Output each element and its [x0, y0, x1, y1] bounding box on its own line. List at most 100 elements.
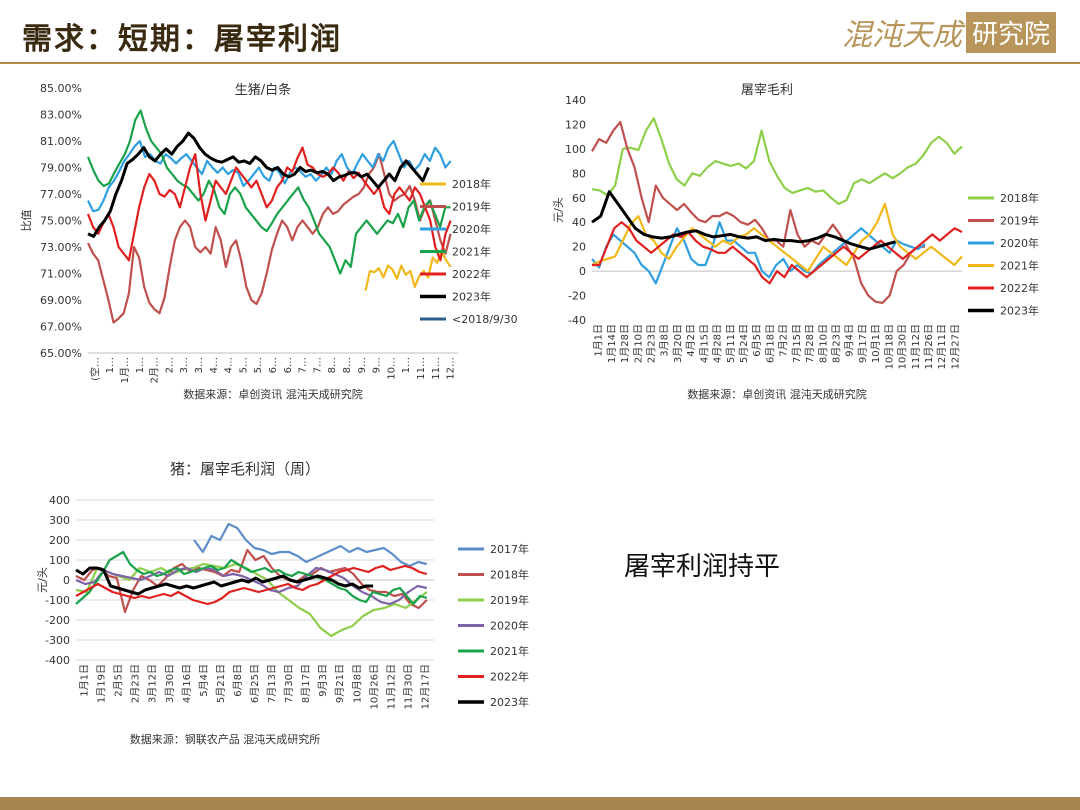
y-axis-label: 元/头 [36, 567, 49, 593]
x-tick-label: 3… [179, 357, 190, 373]
x-tick-label: 7月28日 [804, 324, 816, 363]
x-tick-label: 6月8日 [232, 664, 244, 697]
y-tick-label: 80 [572, 167, 586, 180]
x-tick-label: 8月23日 [830, 324, 842, 363]
x-tick-label: 11… [416, 357, 427, 380]
x-tick-label: 3月8日 [659, 324, 671, 357]
y-tick-label: 100 [49, 554, 70, 567]
legend-label: 2020年 [1000, 236, 1039, 250]
x-tick-label: 5月24日 [738, 324, 750, 363]
legend-label: 2023年 [452, 290, 491, 304]
x-tick-label: 7月15日 [791, 324, 803, 363]
x-tick-label: 5… [238, 357, 249, 373]
x-tick-label: 9月4日 [844, 324, 856, 357]
x-tick-label: 1… [135, 357, 146, 373]
legend-label: 2021年 [452, 245, 491, 259]
source-note: 数据来源：钢联农产品 混沌天成研究所 [130, 732, 321, 746]
x-tick-label: 2月23日 [645, 324, 657, 363]
legend-label: 2022年 [452, 267, 491, 281]
x-tick-label: 12月27日 [949, 324, 961, 369]
y-tick-label: 65.00% [40, 347, 82, 360]
y-tick-label: 40 [572, 216, 586, 229]
x-tick-label: 2月23日 [130, 664, 142, 703]
x-tick-label: 6… [268, 357, 279, 373]
header-rule [0, 62, 1080, 64]
legend-label: <2018/9/30 [452, 313, 518, 326]
x-tick-label: 1月19日 [96, 664, 108, 703]
x-tick-label: 12月17日 [419, 664, 431, 709]
logo-box: 研究院 [965, 11, 1056, 53]
x-tick-label: 2月5日 [113, 664, 125, 697]
y-tick-label: -100 [45, 594, 70, 607]
series-line-2022 [86, 146, 452, 262]
chart-title: 猪：屠宰毛利润（周） [170, 460, 320, 478]
x-tick-label: 1… [105, 357, 116, 373]
series-line-2020 [75, 566, 428, 606]
x-tick-label: 11… [431, 357, 442, 380]
y-tick-label: 73.00% [40, 241, 82, 254]
x-tick-label: 12月11日 [936, 324, 948, 369]
chart-pig-carcass-ratio: 生猪/白条 65.00% 67.00% 69.00% 71.00% 73.00% 75.00… [20, 82, 518, 401]
x-tick-label: 5月4日 [198, 664, 210, 697]
x-tick-label: 1月28日 [619, 324, 631, 363]
page-title: 需求：短期：屠宰利润 [22, 22, 342, 57]
legend-label: 2018年 [1000, 191, 1039, 205]
series-line-2018 [364, 249, 452, 291]
x-tick-label: 7… [298, 357, 309, 373]
annotation-text: 屠宰利润持平 [624, 552, 781, 582]
y-tick-label: 0 [579, 265, 586, 278]
logo-text: 混沌天成 [841, 18, 962, 53]
x-tick-label: 3月12日 [147, 664, 159, 703]
source-note: 数据来源：卓创资讯 混沌天成研究院 [687, 387, 867, 401]
x-tick-label: 8… [342, 357, 353, 373]
series-line-2023 [591, 190, 896, 251]
series-line-2019 [591, 120, 925, 304]
x-tick-label: 6… [283, 357, 294, 373]
x-tick-label: 8月17日 [300, 664, 312, 703]
series-line-2019 [87, 153, 452, 324]
x-tick-label: 11月12日 [385, 664, 397, 709]
y-tick-label: 200 [49, 534, 70, 547]
x-tick-label: 7月30日 [283, 664, 295, 703]
x-tick-label: 9… [357, 357, 368, 373]
legend-label: 2023年 [490, 695, 529, 709]
x-tick-label: 6月5日 [751, 324, 763, 357]
series-line-2018 [591, 117, 963, 205]
y-tick-label: 81.00% [40, 135, 82, 148]
y-tick-label: 79.00% [40, 162, 82, 175]
x-tick-label: 10… [386, 357, 397, 380]
x-tick-label: 3月30日 [164, 664, 176, 703]
series-line-2022 [75, 564, 428, 606]
legend-label: 2019年 [1000, 214, 1039, 228]
chart-title: 生猪/白条 [235, 82, 291, 98]
legend-label: 2020年 [452, 222, 491, 236]
legend-label: 2022年 [490, 670, 529, 684]
x-tick-label: 5… [253, 357, 264, 373]
x-tick-label: 4月15日 [698, 324, 710, 363]
y-tick-label: -200 [45, 614, 70, 627]
x-tick-label: 5月21日 [215, 664, 227, 703]
chart-weekly-slaughter-profit: 猪：屠宰毛利润（周） -400 -300 -200 -100 0 100 200 300 400 元… [36, 460, 529, 746]
footer-bar [0, 797, 1080, 810]
y-axis-label: 元/头 [552, 197, 565, 223]
x-tick-label: 6月25日 [249, 664, 261, 703]
y-tick-label: 69.00% [40, 294, 82, 307]
x-tick-label: 1… [401, 357, 412, 373]
x-tick-label: 4月16日 [181, 664, 193, 703]
x-tick-label: 11月30日 [402, 664, 414, 709]
x-tick-label: 6月18日 [764, 324, 776, 363]
y-tick-label: 85.00% [40, 82, 82, 95]
y-tick-label: 120 [565, 118, 586, 131]
x-tick-label: 9… [372, 357, 383, 373]
x-tick-label: 1月1日 [593, 324, 605, 357]
x-tick-label: 10月18日 [883, 324, 895, 369]
chart-title: 屠宰毛利 [741, 82, 793, 98]
x-tick-label: 5月11日 [725, 324, 737, 363]
legend-label: 2019年 [452, 200, 491, 214]
y-tick-label: -20 [568, 290, 586, 303]
x-tick-label: 3… [194, 357, 205, 373]
x-tick-label: 7月2日 [778, 324, 790, 357]
legend-label: 2020年 [490, 619, 529, 633]
series-line-2017 [193, 522, 428, 568]
x-tick-label: 4月2日 [685, 324, 697, 357]
